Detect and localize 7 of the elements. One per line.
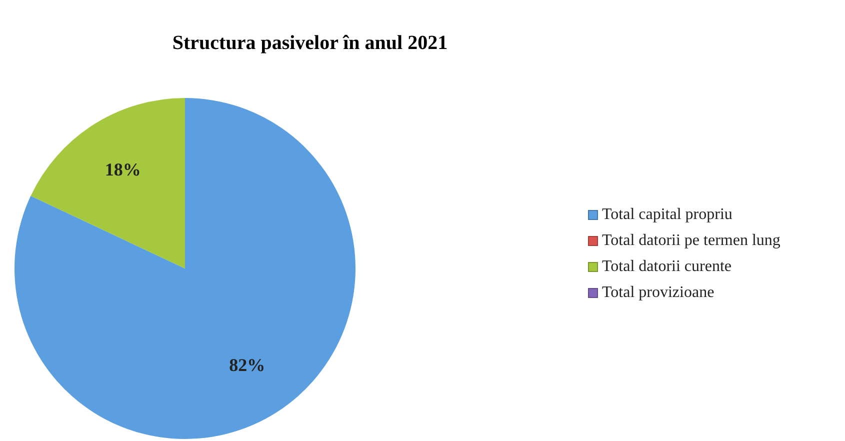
data-label: 82%: [229, 355, 266, 376]
legend-label: Total capital propriu: [602, 206, 732, 224]
legend-label: Total datorii curente: [602, 258, 732, 276]
legend-label: Total provizioane: [602, 284, 714, 302]
legend-label: Total datorii pe termen lung: [602, 232, 780, 250]
chart-title: Structura pasivelor în anul 2021: [171, 32, 449, 55]
data-label: 18%: [104, 159, 141, 180]
